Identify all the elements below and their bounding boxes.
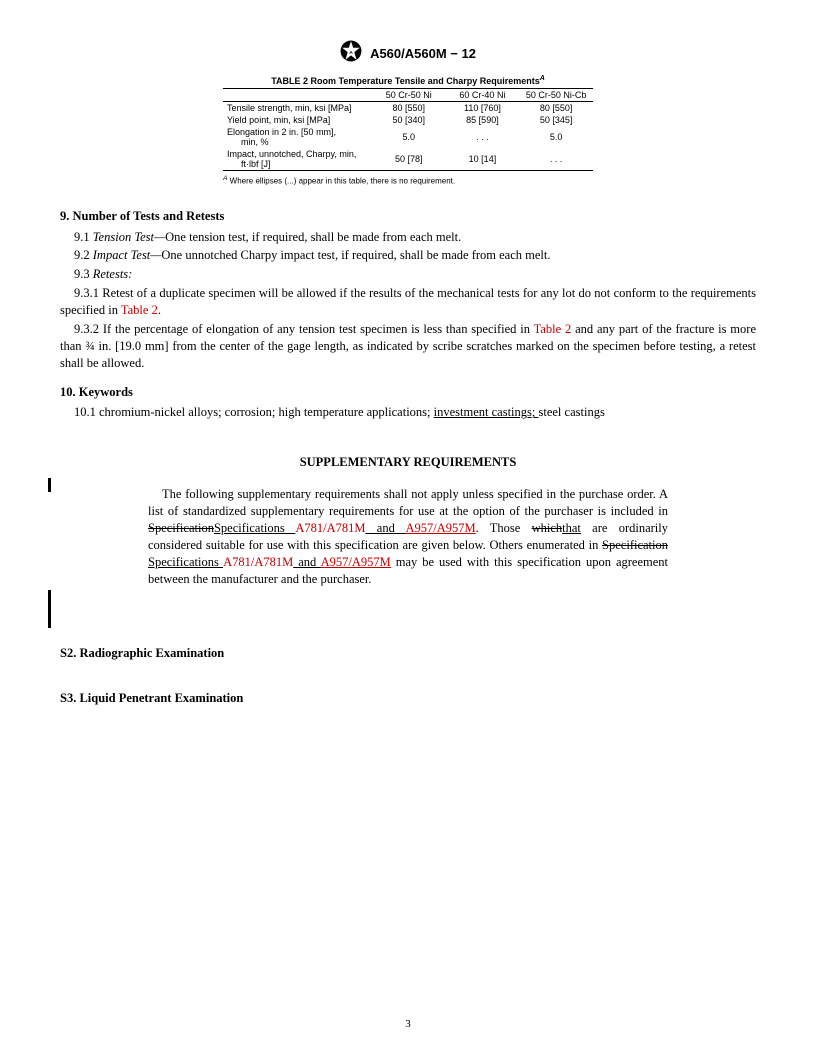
- page-header: A A560/A560M − 12: [60, 40, 756, 67]
- table-title: TABLE 2 Room Temperature Tensile and Cha…: [223, 75, 593, 86]
- astm-logo-icon: A: [340, 40, 362, 67]
- para-9-1: 9.1 Tension Test—One tension test, if re…: [60, 229, 756, 246]
- a957-link[interactable]: A957/A957M: [321, 555, 391, 569]
- section-9: 9. Number of Tests and Retests 9.1 Tensi…: [60, 208, 756, 372]
- para-9-3-1: 9.3.1 Retest of a duplicate specimen wil…: [60, 285, 756, 319]
- col-2: 60 Cr-40 Ni: [446, 89, 520, 102]
- supplementary-para: The following supplementary requirements…: [148, 486, 668, 587]
- supplementary-title: SUPPLEMENTARY REQUIREMENTS: [60, 455, 756, 470]
- a957-link[interactable]: A957/A957M: [405, 521, 475, 535]
- col-1: 50 Cr-50 Ni: [372, 89, 446, 102]
- page: A A560/A560M − 12 TABLE 2 Room Temperatu…: [0, 0, 816, 736]
- section-10-head: 10. Keywords: [60, 384, 756, 401]
- change-bar-icon: [48, 590, 51, 628]
- page-number: 3: [0, 1018, 816, 1030]
- table-header-row: 50 Cr-50 Ni 60 Cr-40 Ni 50 Cr-50 Ni-Cb: [223, 89, 593, 102]
- section-s2-head: S2. Radiographic Examination: [60, 646, 756, 661]
- svg-text:A: A: [349, 50, 353, 56]
- designation-title: A560/A560M − 12: [370, 46, 476, 61]
- table-2: TABLE 2 Room Temperature Tensile and Cha…: [223, 75, 593, 171]
- para-9-3-2: 9.3.2 If the percentage of elongation of…: [60, 321, 756, 372]
- para-9-3: 9.3 Retests:: [60, 266, 756, 283]
- table-data: 50 Cr-50 Ni 60 Cr-40 Ni 50 Cr-50 Ni-Cb T…: [223, 88, 593, 171]
- col-3: 50 Cr-50 Ni-Cb: [519, 89, 593, 102]
- section-10: 10. Keywords 10.1 chromium-nickel alloys…: [60, 384, 756, 422]
- table-footnote: A Where ellipses (...) appear in this ta…: [223, 175, 593, 186]
- col-blank: [223, 89, 372, 102]
- para-9-2: 9.2 Impact Test—One unnotched Charpy imp…: [60, 247, 756, 264]
- table-row: Impact, unnotched, Charpy, min,ft·lbf [J…: [223, 148, 593, 171]
- table-row: Tensile strength, min, ksi [MPa] 80 [550…: [223, 102, 593, 115]
- section-s3-head: S3. Liquid Penetrant Examination: [60, 691, 756, 706]
- table-row: Yield point, min, ksi [MPa] 50 [340] 85 …: [223, 114, 593, 126]
- table-2-link[interactable]: Table 2: [534, 322, 572, 336]
- table-2-link[interactable]: Table 2: [121, 303, 158, 317]
- a781-link[interactable]: A781/A781M: [223, 555, 293, 569]
- section-9-head: 9. Number of Tests and Retests: [60, 208, 756, 225]
- para-10-1: 10.1 chromium-nickel alloys; corrosion; …: [60, 404, 756, 421]
- change-bar-icon: [48, 478, 51, 492]
- table-row: Elongation in 2 in. [50 mm],min, % 5.0 .…: [223, 126, 593, 148]
- a781-link[interactable]: A781/A781M: [295, 521, 365, 535]
